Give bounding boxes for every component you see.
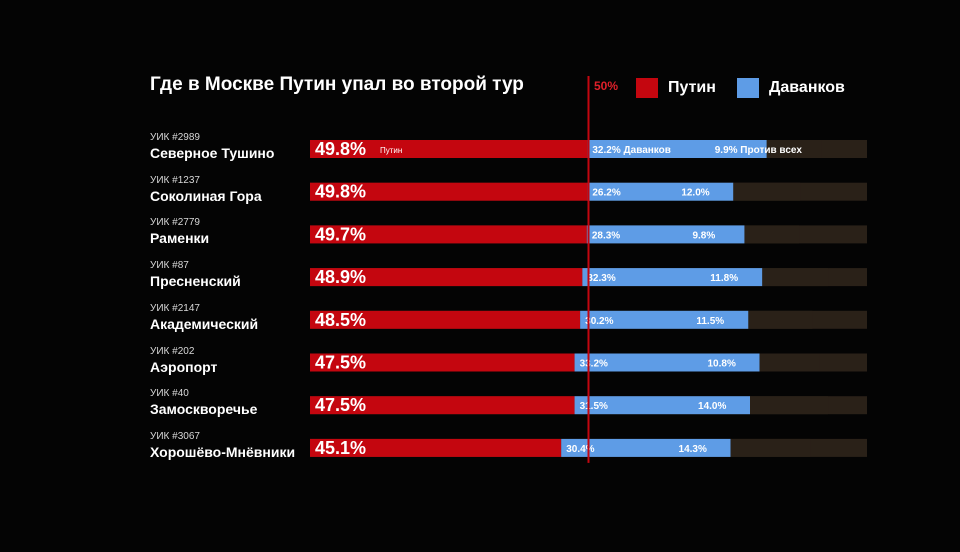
data-label-davankov: 31.5% — [580, 401, 608, 412]
bar-putin — [310, 182, 588, 201]
row-name: Академический — [150, 315, 259, 332]
data-label-putin: 48.5% — [315, 310, 366, 330]
row-label: УИК #2779 Раменки — [150, 217, 209, 247]
bar-davankov — [587, 182, 734, 201]
bar-putin — [310, 310, 581, 329]
bar-against-all — [750, 396, 829, 415]
row-label: УИК #2147 Академический — [150, 303, 258, 333]
data-label-davankov: 30.4% — [566, 444, 594, 455]
bar-putin — [310, 396, 575, 415]
bar-davankov — [561, 438, 731, 457]
row-id: УИК #2779 — [150, 217, 200, 229]
data-label-davankov: 33.2% — [580, 359, 608, 370]
bar-against-all — [762, 268, 829, 287]
row-id: УИК #3067 — [150, 430, 200, 442]
row-id: УИК #1237 — [150, 174, 200, 186]
row-name: Раменки — [150, 230, 210, 247]
row-name: Северное Тушино — [150, 145, 275, 161]
bar-putin — [310, 268, 583, 287]
data-label-putin-name: Путин — [380, 146, 402, 155]
row-id: УИК #40 — [150, 388, 189, 400]
row-name: Соколиная Гора — [150, 187, 262, 204]
bar-davankov — [587, 140, 767, 158]
data-label-against-all: 11.5% — [696, 316, 724, 327]
row-id: УИК #2989 — [150, 132, 200, 143]
row-label: УИК #3067 Хорошёво-Мнёвники — [150, 431, 295, 461]
legend-label-putin: Путин — [668, 79, 716, 96]
chart-title: Где в Москве Путин упал во второй тур — [150, 74, 524, 95]
legend-swatch-davankov — [737, 78, 759, 98]
bar-against-all — [766, 140, 822, 158]
bar-putin — [310, 438, 562, 457]
row-name: Аэропорт — [150, 358, 218, 375]
data-label-putin: 49.7% — [315, 224, 366, 244]
row-id: УИК #202 — [150, 345, 195, 357]
row-name: Хорошёво-Мнёвники — [150, 443, 296, 460]
data-label-against-all: 9.9% Против всех — [715, 145, 803, 156]
bar-against-all — [744, 225, 800, 244]
data-label-against-all: 9.8% — [692, 230, 715, 241]
bar-davankov — [580, 310, 749, 329]
data-label-against-all: 10.8% — [707, 359, 735, 370]
row-label: УИК #202 Аэропорт — [150, 346, 217, 376]
bar-putin — [310, 225, 587, 244]
bar-against-all — [759, 353, 820, 372]
row-name: Пресненский — [150, 273, 241, 290]
row-name: Замоскворечье — [150, 401, 258, 418]
legend-label-davankov: Даванков — [769, 79, 845, 96]
legend-item-putin: Путин — [636, 78, 716, 98]
bar-davankov — [586, 225, 745, 244]
data-label-davankov: 32.3% — [587, 273, 615, 284]
row-label: УИК #2989 Северное Тушино — [150, 132, 274, 162]
data-label-against-all: 12.0% — [681, 188, 709, 199]
row-label: УИК #87 Пресненский — [150, 260, 241, 290]
data-label-putin: 47.5% — [315, 353, 366, 373]
data-label-against-all: 14.3% — [679, 444, 707, 455]
data-label-against-all: 14.0% — [698, 401, 726, 412]
row-label: УИК #40 Замоскворечье — [150, 388, 257, 418]
legend-swatch-putin — [636, 78, 658, 98]
bar-against-all — [730, 438, 811, 457]
row-id: УИК #87 — [150, 260, 189, 272]
data-label-putin: 49.8% — [315, 139, 366, 159]
row-id: УИК #2147 — [150, 302, 200, 314]
bar-putin — [310, 140, 588, 158]
bar-davankov — [574, 353, 760, 372]
bar-against-all — [733, 182, 801, 201]
row-label: УИК #1237 Соколиная Гора — [150, 175, 262, 205]
bar-against-all — [748, 310, 813, 329]
bar-davankov — [582, 268, 763, 287]
data-label-against-all: 11.8% — [710, 273, 738, 284]
data-label-davankov: 28.3% — [592, 230, 620, 241]
bar-putin — [310, 353, 575, 372]
legend-50-label: 50% — [594, 79, 619, 93]
data-label-putin: 45.1% — [315, 438, 366, 458]
data-label-putin: 48.9% — [315, 267, 366, 287]
bar-davankov — [574, 396, 751, 415]
data-label-davankov: 30.2% — [585, 316, 613, 327]
legend-item-davankov: Даванков — [737, 78, 845, 98]
data-label-putin: 47.5% — [315, 395, 366, 415]
data-label-putin: 49.8% — [315, 182, 366, 202]
data-label-davankov: 32.2% Даванков — [592, 145, 671, 156]
data-label-davankov: 26.2% — [592, 188, 620, 199]
